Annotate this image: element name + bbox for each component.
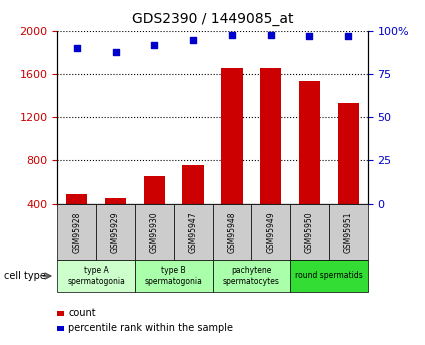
Bar (182, 165, 204, 204)
Bar (212, 260, 290, 292)
Text: percentile rank within the sample: percentile rank within the sample (68, 324, 233, 333)
Point (74, 46, 80, 51)
Bar (66, 194, 88, 204)
Bar (329, 204, 368, 260)
Bar (299, 81, 320, 204)
Point (306, 33, 313, 39)
Bar (290, 204, 329, 260)
Text: type A
spermatogonia: type A spermatogonia (67, 266, 125, 286)
Text: GDS2390 / 1449085_at: GDS2390 / 1449085_at (132, 12, 293, 26)
Text: GSM95950: GSM95950 (305, 211, 314, 253)
Bar (337, 103, 359, 204)
Point (112, 49, 119, 55)
Text: round spermatids: round spermatids (295, 272, 363, 280)
Bar (135, 204, 174, 260)
Text: GSM95928: GSM95928 (72, 211, 81, 253)
Bar (57, 326, 64, 331)
Bar (260, 68, 281, 204)
Bar (174, 204, 212, 260)
Bar (144, 176, 165, 204)
Bar (57, 260, 135, 292)
Text: GSM95948: GSM95948 (227, 211, 236, 253)
Bar (251, 204, 290, 260)
Text: GSM95949: GSM95949 (266, 211, 275, 253)
Bar (221, 68, 243, 204)
Text: GSM95930: GSM95930 (150, 211, 159, 253)
Point (229, 32, 235, 37)
Bar (96, 204, 135, 260)
Text: GSM95929: GSM95929 (111, 211, 120, 253)
Bar (57, 310, 64, 316)
Text: type B
spermatogonia: type B spermatogonia (145, 266, 203, 286)
Text: GSM95951: GSM95951 (344, 211, 353, 253)
Point (345, 33, 351, 39)
Text: pachytene
spermatocytes: pachytene spermatocytes (223, 266, 280, 286)
Bar (57, 204, 96, 260)
Text: cell type: cell type (4, 271, 46, 281)
Point (190, 37, 196, 42)
Bar (135, 260, 212, 292)
Bar (105, 198, 126, 204)
Bar (290, 260, 368, 292)
Point (267, 32, 274, 37)
Bar (212, 204, 251, 260)
Text: count: count (68, 308, 96, 318)
Point (151, 42, 158, 48)
Text: GSM95947: GSM95947 (189, 211, 198, 253)
